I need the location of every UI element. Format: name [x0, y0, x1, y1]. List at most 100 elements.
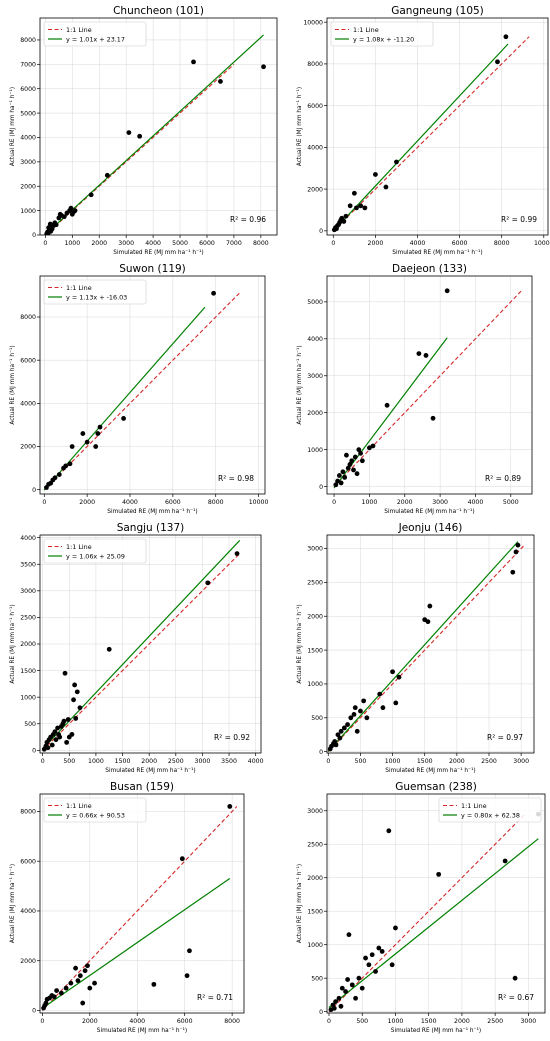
x-tick-label: 1000: [88, 758, 104, 765]
legend-label: 1:1 Line: [66, 26, 92, 34]
y-tick-label: 2000: [307, 875, 323, 882]
x-tick-label: 2500: [168, 758, 184, 765]
data-point: [394, 159, 399, 165]
y-tick-label: 500: [311, 975, 323, 982]
data-point: [377, 691, 383, 697]
data-point: [218, 78, 223, 84]
r2-annotation: R² = 0.98: [218, 474, 254, 483]
x-tick-label: 8000: [494, 240, 510, 247]
y-tick-label: 3000: [20, 159, 36, 166]
legend-box: [43, 797, 147, 823]
data-point: [80, 431, 86, 436]
legend-label: y = 1.13x + -16.03: [66, 293, 127, 301]
data-point: [58, 990, 64, 996]
data-point: [352, 454, 358, 460]
data-point: [345, 977, 351, 982]
x-tick-label: 4000: [468, 499, 484, 506]
data-point: [57, 734, 63, 740]
x-axis-label: Simulated RE (MJ mm ha⁻¹ h⁻¹): [107, 508, 197, 515]
x-axis-label: Simulated RE (MJ mm ha⁻¹ h⁻¹): [384, 508, 474, 515]
y-tick-label: 2000: [20, 641, 36, 648]
x-tick-label: 5000: [503, 499, 519, 506]
regression-line: [44, 34, 264, 235]
chart-title: Sangju (137): [117, 522, 185, 534]
x-tick-label: 5000: [172, 240, 188, 247]
x-tick-label: 1500: [421, 1018, 437, 1025]
data-point: [343, 989, 349, 994]
data-point: [45, 745, 51, 751]
chart-title: Chuncheon (101): [113, 5, 204, 17]
plot-area: [331, 34, 530, 233]
x-tick-label: 0: [331, 240, 335, 247]
data-point: [211, 290, 216, 296]
plot-area: [333, 288, 522, 489]
data-point: [373, 172, 378, 177]
data-point: [261, 64, 266, 70]
chart-title: Guemsan (238): [395, 781, 477, 793]
data-point: [104, 172, 110, 178]
data-point: [64, 739, 70, 745]
x-axis-label: Simulated RE (MJ mm ha⁻¹ h⁻¹): [113, 249, 203, 256]
axes-frame: [326, 534, 535, 754]
data-point: [353, 995, 358, 1001]
data-point: [361, 698, 367, 704]
y-axis-label: Actual RE (MJ mm ha⁻¹ h⁻¹): [296, 345, 303, 424]
data-point: [55, 725, 60, 731]
chart-panel: 0 1000 2000 3000 4000 5000 6000 7000 8000 0 1000 20…: [9, 5, 278, 256]
legend-box: [43, 279, 147, 305]
x-tick-label: 1000: [64, 240, 80, 247]
data-point: [427, 603, 433, 609]
axes-frame: [39, 793, 245, 1014]
y-tick-label: 1500: [307, 908, 323, 915]
legend-label: y = 0.80x + 62.38: [461, 811, 520, 819]
chart-title: Suwon (119): [119, 263, 186, 275]
y-tick-label: 0: [32, 232, 36, 239]
data-point: [52, 729, 58, 735]
one-to-one-line: [328, 813, 526, 1013]
x-tick-label: 4000: [129, 1018, 145, 1025]
data-point: [354, 205, 359, 211]
data-point: [85, 963, 90, 969]
x-tick-label: 2000: [141, 758, 157, 765]
x-tick-label: 2000: [82, 1018, 98, 1025]
y-tick-label: 1500: [307, 647, 323, 654]
plot-area: [327, 541, 525, 753]
legend-label: y = 0.66x + 90.53: [66, 811, 125, 819]
legend-label: 1:1 Line: [353, 26, 379, 34]
data-point: [423, 353, 429, 358]
x-tick-label: 2000: [449, 758, 465, 765]
data-point: [389, 962, 395, 968]
data-point: [73, 965, 78, 971]
x-tick-label: 0: [332, 499, 336, 506]
y-tick-label: 4000: [307, 336, 323, 343]
data-point: [340, 469, 346, 475]
data-point: [373, 969, 378, 974]
data-point: [72, 208, 78, 214]
data-point: [425, 619, 431, 625]
chart-panel: 0 1000 2000 3000 4000 5000 0 1000 2000 3000 4000 50…: [296, 263, 533, 515]
data-point: [187, 948, 192, 954]
data-point: [351, 712, 357, 717]
data-point: [106, 646, 112, 652]
data-point: [333, 482, 339, 488]
y-tick-label: 0: [319, 1009, 323, 1016]
data-point: [362, 205, 368, 211]
data-point: [343, 213, 349, 219]
data-point: [396, 674, 402, 680]
data-point: [205, 580, 211, 586]
plot-area: [44, 34, 266, 235]
data-point: [364, 715, 370, 721]
y-axis-label: Actual RE (MJ mm ha⁻¹ h⁻¹): [9, 87, 16, 166]
y-tick-label: 2500: [20, 615, 36, 622]
axes-frame: [326, 275, 533, 495]
y-tick-label: 0: [319, 749, 323, 756]
x-tick-label: 8000: [208, 499, 224, 506]
legend-box: [43, 21, 147, 47]
y-axis-label: Actual RE (MJ mm ha⁻¹ h⁻¹): [9, 345, 16, 424]
x-tick-label: 4000: [122, 499, 138, 506]
plot-area: [41, 540, 241, 752]
regression-line: [43, 306, 206, 491]
x-tick-label: 2000: [368, 240, 384, 247]
